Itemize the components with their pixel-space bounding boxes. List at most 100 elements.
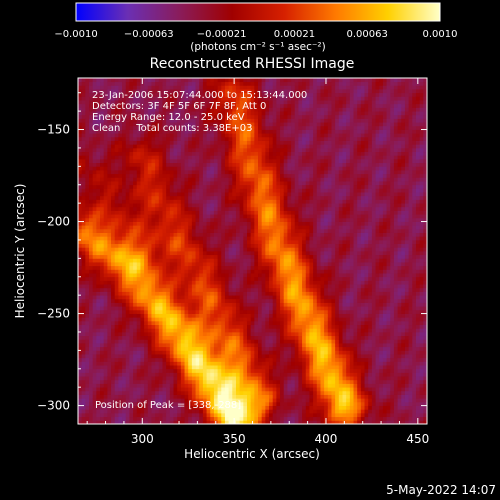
heatmap-cell xyxy=(169,365,174,370)
heatmap-cell xyxy=(81,357,86,362)
heatmap-cell xyxy=(81,298,86,303)
heatmap-cell xyxy=(169,354,174,359)
heatmap-cell xyxy=(210,103,215,108)
heatmap-cell xyxy=(213,89,218,94)
heatmap-cell xyxy=(254,416,259,421)
heatmap-cell xyxy=(169,265,174,270)
heatmap-cell xyxy=(206,280,211,285)
heatmap-cell xyxy=(243,309,248,314)
heatmap-cell xyxy=(92,236,97,241)
heatmap-cell xyxy=(239,287,244,292)
heatmap-cell xyxy=(206,269,211,274)
heatmap-cell xyxy=(261,269,266,274)
heatmap-cell xyxy=(199,203,204,208)
heatmap-cell xyxy=(166,155,171,160)
heatmap-cell xyxy=(173,236,178,241)
heatmap-cell xyxy=(158,394,163,399)
heatmap-cell xyxy=(85,298,90,303)
heatmap-cell xyxy=(100,81,105,86)
heatmap-cell xyxy=(232,412,237,418)
heatmap-cell xyxy=(261,324,266,329)
heatmap-cell xyxy=(243,118,248,123)
heatmap-cell xyxy=(100,372,105,377)
colorbar-ticks: −0.0010 −0.00063 −0.00021 0.00021 0.00063 0.0… xyxy=(54,29,457,40)
heatmap-cell xyxy=(246,346,252,351)
heatmap-cell xyxy=(96,158,101,164)
heatmap-cell xyxy=(206,258,211,263)
heatmap-cell xyxy=(118,214,123,219)
heatmap-cell xyxy=(224,390,230,395)
heatmap-cell xyxy=(254,184,259,189)
heatmap-cell xyxy=(210,122,215,127)
heatmap-cell xyxy=(158,361,163,366)
heatmap-cell xyxy=(89,420,94,424)
heatmap-cell xyxy=(269,151,274,156)
heatmap-cell xyxy=(180,416,185,421)
heatmap-cell xyxy=(147,320,152,326)
heatmap-cell xyxy=(246,166,252,171)
heatmap-cell xyxy=(122,287,127,292)
heatmap-cell xyxy=(250,144,255,149)
heatmap-cell xyxy=(85,335,90,340)
heatmap-cell xyxy=(191,239,196,245)
heatmap-cell xyxy=(125,401,130,406)
heatmap-cell xyxy=(228,162,233,167)
heatmap-cell xyxy=(118,192,123,197)
heatmap-cell xyxy=(224,210,230,215)
heatmap-cell xyxy=(129,313,134,318)
heatmap-cell xyxy=(136,103,141,108)
heatmap-cell xyxy=(199,420,204,424)
heatmap-cell xyxy=(85,269,90,274)
heatmap-cell xyxy=(246,387,252,392)
heatmap-cell xyxy=(254,284,259,289)
heatmap-cell xyxy=(169,111,174,116)
heatmap-cell xyxy=(191,376,196,381)
heatmap-cell xyxy=(169,155,174,160)
heatmap-cell xyxy=(265,144,270,149)
heatmap-cell xyxy=(162,372,167,377)
heatmap-cell xyxy=(269,331,274,337)
heatmap-cell xyxy=(202,251,207,256)
heatmap-cell xyxy=(125,236,130,241)
heatmap-cell xyxy=(122,162,127,167)
heatmap-cell xyxy=(191,420,196,424)
heatmap-cell xyxy=(169,118,174,123)
heatmap-cell xyxy=(96,350,101,355)
heatmap-cell xyxy=(151,136,156,141)
heatmap-cell xyxy=(250,401,255,406)
heatmap-cell xyxy=(173,206,178,211)
heatmap-cell xyxy=(155,343,160,348)
heatmap-cell xyxy=(147,92,152,97)
heatmap-cell xyxy=(258,107,263,112)
heatmap-cell xyxy=(239,394,244,399)
heatmap-cell xyxy=(162,354,167,359)
heatmap-cell xyxy=(177,217,182,222)
heatmap-cell xyxy=(269,206,274,211)
heatmap-cell xyxy=(258,324,263,329)
heatmap-cell xyxy=(114,173,119,178)
heatmap-cell xyxy=(254,92,259,97)
heatmap-cell xyxy=(210,214,215,219)
heatmap-cell xyxy=(188,387,193,392)
heatmap-cell xyxy=(221,372,226,377)
heatmap-cell xyxy=(206,379,211,384)
heatmap-cell xyxy=(235,265,241,270)
heatmap-cell xyxy=(92,276,97,281)
heatmap-cell xyxy=(228,387,233,392)
heatmap-cell xyxy=(195,328,200,333)
heatmap-cell xyxy=(100,217,105,222)
heatmap-cell xyxy=(136,379,141,384)
heatmap-cell xyxy=(184,151,189,156)
heatmap-cell xyxy=(243,320,248,326)
heatmap-cell xyxy=(78,420,83,424)
heatmap-cell xyxy=(96,317,101,322)
heatmap-cell xyxy=(111,214,116,219)
heatmap-cell xyxy=(118,118,123,123)
heatmap-cell xyxy=(206,390,211,395)
heatmap-cell xyxy=(224,420,230,424)
heatmap-cell xyxy=(228,295,233,300)
heatmap-cell xyxy=(111,136,116,141)
heatmap-cell xyxy=(250,317,255,322)
heatmap-cell xyxy=(96,416,101,421)
heatmap-cell xyxy=(191,206,196,211)
